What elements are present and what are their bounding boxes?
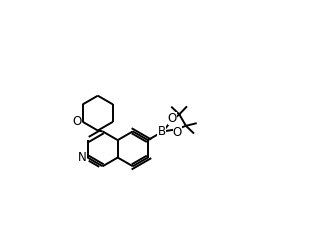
Text: O: O [168, 112, 177, 125]
Text: O: O [73, 115, 82, 128]
Text: B: B [158, 125, 166, 138]
Text: O: O [173, 126, 182, 139]
Text: N: N [78, 151, 86, 164]
